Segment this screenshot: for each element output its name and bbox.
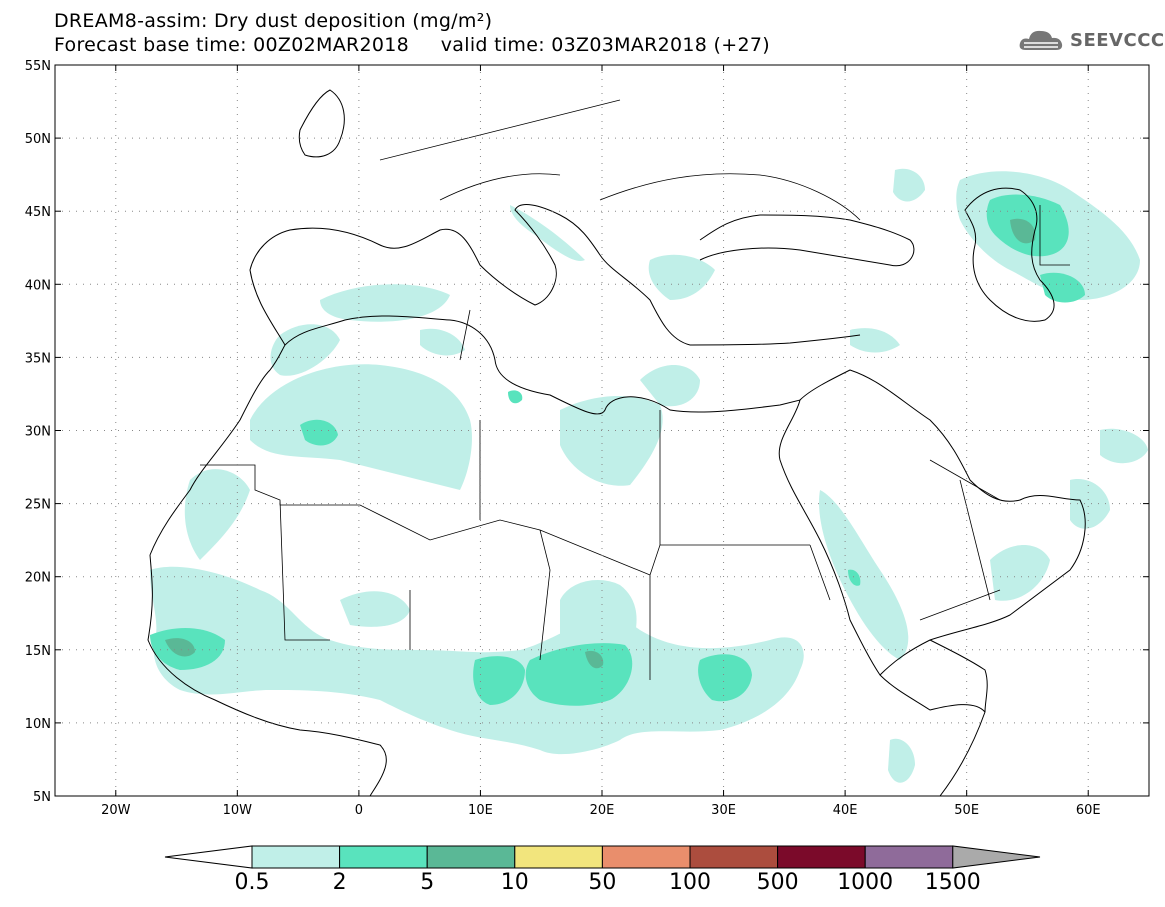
lat-tick-label: 20N (25, 571, 51, 586)
lat-tick-label: 25N (25, 498, 51, 513)
colorbar-swatch (689, 845, 779, 869)
country-borders (200, 99, 1070, 680)
east-africa-coastline (929, 639, 988, 713)
colorbar-label: 100 (669, 870, 711, 895)
lat-tick-label: 5N (33, 790, 51, 805)
lon-tick-label: 60E (1076, 803, 1101, 818)
colorbar-label: 500 (756, 870, 799, 895)
colorbar-under-arrow (164, 845, 253, 869)
lat-tick-label: 10N (25, 717, 51, 732)
colorbar-label: 1000 (837, 870, 894, 895)
colorbar-swatch (864, 845, 954, 869)
lon-tick-label: 30E (711, 803, 736, 818)
lon-tick-label: 20E (590, 803, 615, 818)
lat-tick-label: 45N (25, 205, 51, 220)
caspian-coastline (964, 187, 1055, 322)
lat-tick-label: 55N (25, 59, 51, 74)
europe-coastline (249, 204, 915, 346)
colorbar-label: 2 (332, 870, 347, 895)
colorbar-label: 5 (420, 870, 435, 895)
lon-tick-label: 20W (101, 803, 131, 818)
colorbar-swatch (601, 845, 691, 869)
lat-tick-label: 15N (25, 644, 51, 659)
colorbar-swatch (777, 845, 866, 869)
dust-deposition-field (150, 168, 1148, 783)
colorbar-label: 10 (500, 870, 529, 895)
colorbar-swatch (251, 845, 341, 869)
map-title: DREAM8-assim: Dry dust deposition (mg/m²… (54, 10, 493, 32)
lon-tick-label: 10E (468, 803, 493, 818)
lon-tick-label: 10W (223, 803, 253, 818)
cloud-icon (1019, 30, 1063, 50)
colorbar-swatch (339, 845, 428, 869)
arabia-coastline (799, 369, 1086, 676)
lat-tick-label: 50N (25, 132, 51, 147)
deposition-level-0.5-2 (150, 168, 1148, 783)
colorbar-swatch (514, 845, 603, 869)
axis-ticks (55, 64, 1149, 797)
lat-tick-label: 30N (25, 425, 51, 440)
colorbar-label: 0.5 (234, 870, 270, 895)
axis-tick-labels: 20W 10W 0 10E 20E 30E 40E 50E 60E 5N 10N 15N 20N 25N 3… (25, 59, 1101, 818)
deposition-level-2-5 (150, 194, 1085, 706)
colorbar-over-arrow (952, 845, 1041, 869)
logo-text: SEEVCCC (1070, 30, 1165, 51)
coastlines-and-borders (147, 89, 1086, 796)
uk-coastline (298, 89, 345, 158)
lon-tick-label: 0 (355, 803, 363, 818)
colorbar-label: 50 (588, 870, 617, 895)
lon-tick-label: 40E (833, 803, 858, 818)
map-subtitle: Forecast base time: 00Z02MAR2018 valid t… (54, 34, 770, 56)
lat-tick-label: 35N (25, 351, 51, 366)
africa-coastline (147, 315, 986, 796)
colorbar (164, 845, 1041, 869)
lon-tick-label: 50E (954, 803, 979, 818)
colorbar-label: 1500 (924, 870, 981, 895)
lat-tick-label: 40N (25, 278, 51, 293)
deposition-level-5-10 (165, 218, 1036, 669)
colorbar-swatch (426, 845, 516, 869)
seevccc-logo: SEEVCCC (1018, 26, 1164, 56)
lat-lon-grid (55, 65, 1149, 796)
